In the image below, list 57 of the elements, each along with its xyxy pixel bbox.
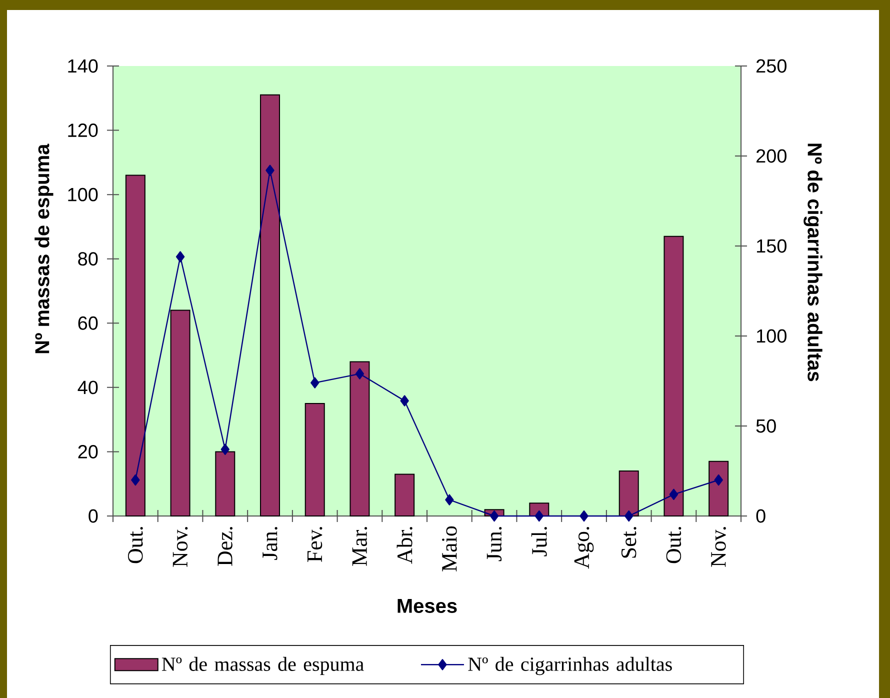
y-tick-label: 80 xyxy=(78,252,98,266)
point xyxy=(714,474,723,486)
x-tick-label: Set. xyxy=(621,526,636,558)
y-axis-title: Nº massas de espuma xyxy=(34,144,54,354)
x-tick-label: Mar. xyxy=(352,526,368,566)
bar xyxy=(260,94,280,516)
bar xyxy=(708,460,729,516)
x-tick-label: Jan. xyxy=(262,526,278,560)
x-tick-label: Ago. xyxy=(574,526,594,569)
bar xyxy=(394,474,415,516)
point xyxy=(490,510,499,522)
x-tick-label: Maio xyxy=(442,526,457,572)
point xyxy=(176,251,185,262)
y2-tick-label: 100 xyxy=(756,329,786,343)
x-tick-label: Nov. xyxy=(711,526,726,567)
legend-label: Nº de massas de espuma xyxy=(162,656,364,676)
y2-tick-label: 150 xyxy=(756,239,786,253)
x-tick-label: Out. xyxy=(666,526,682,564)
y2-tick-label: 250 xyxy=(756,59,786,73)
point xyxy=(266,164,274,176)
x-tick-label: Nov. xyxy=(172,526,188,567)
y-tick-label: 60 xyxy=(78,316,98,330)
point xyxy=(580,510,588,522)
y-tick-label: 120 xyxy=(68,124,98,138)
point xyxy=(624,510,634,522)
y-tick-label: 40 xyxy=(78,380,98,394)
bar xyxy=(170,310,190,516)
y-tick-label: 100 xyxy=(68,188,98,202)
bar xyxy=(664,236,684,516)
bar xyxy=(304,402,325,516)
bar xyxy=(618,470,639,516)
y-tick-label: 140 xyxy=(68,59,98,73)
x-axis-title: Meses xyxy=(398,599,457,613)
y-tick-label: 20 xyxy=(78,444,98,458)
y2-tick-label: 50 xyxy=(756,419,776,433)
x-tick-label: Jul. xyxy=(531,526,547,556)
bar xyxy=(350,361,370,516)
point xyxy=(669,488,678,500)
legend-label: Nº de cigarrinhas adultas xyxy=(468,656,672,676)
y2-tick-label: 0 xyxy=(756,509,766,523)
x-tick-label: Abr. xyxy=(396,526,412,564)
x-tick-label: Jun. xyxy=(486,526,502,562)
bar xyxy=(215,451,236,516)
x-tick-label: Dez. xyxy=(218,526,233,566)
point xyxy=(355,368,364,380)
y-tick-label: 0 xyxy=(88,509,98,523)
point xyxy=(131,474,140,486)
x-tick-label: Out. xyxy=(128,526,143,564)
point xyxy=(310,377,320,388)
y2-tick-label: 200 xyxy=(756,149,786,163)
y2-axis-title: Nº de cigarrinhas adultas xyxy=(804,144,822,382)
point xyxy=(445,494,454,506)
point xyxy=(400,395,409,406)
bar xyxy=(125,174,146,516)
x-tick-label: Fev. xyxy=(307,526,322,562)
point xyxy=(534,510,544,522)
point xyxy=(220,444,230,455)
